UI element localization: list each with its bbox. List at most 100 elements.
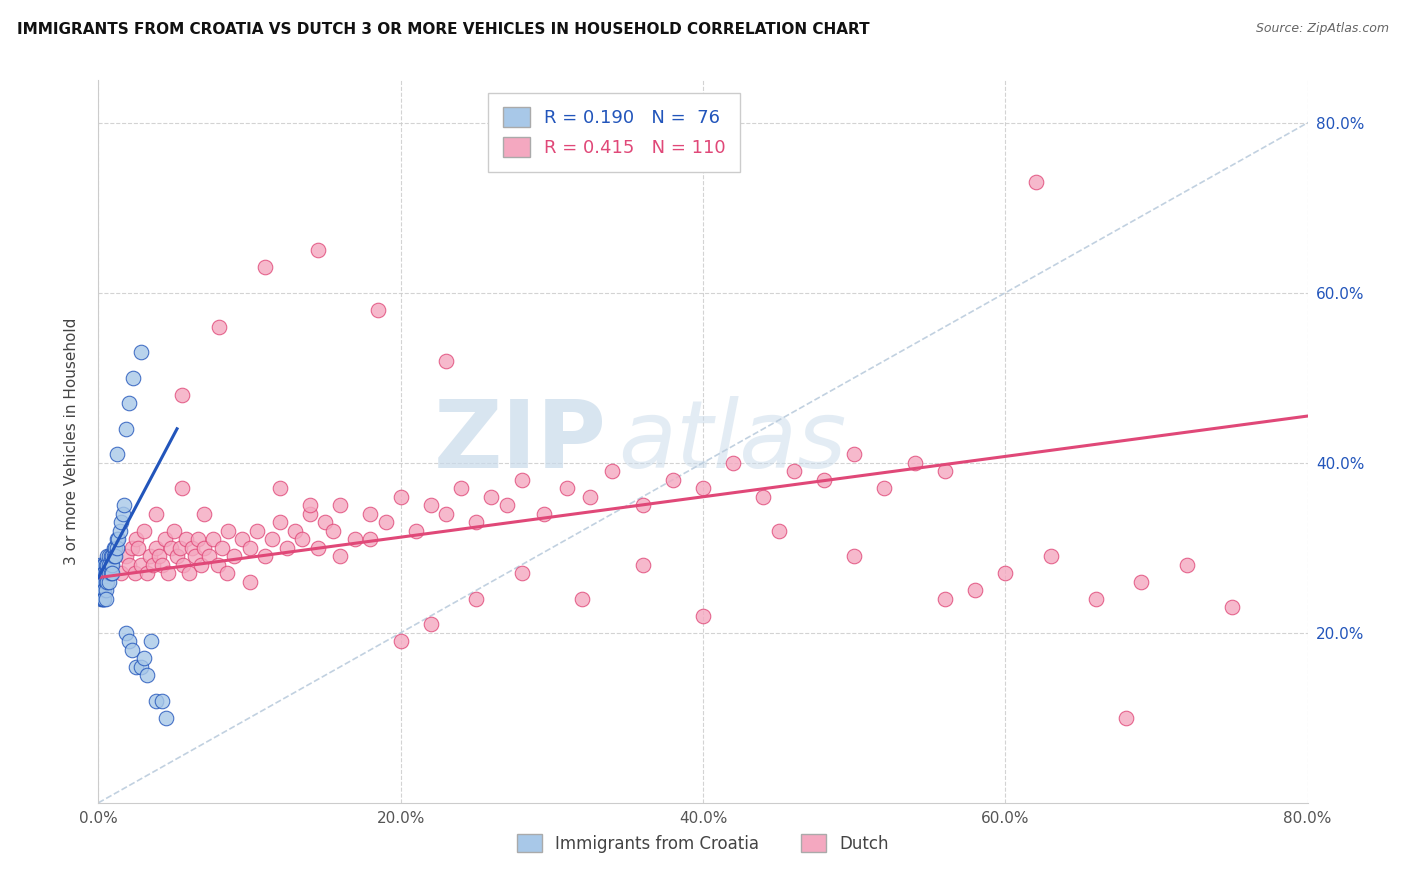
Point — [307, 541, 329, 555]
Point — [253, 549, 276, 564]
Point — [94, 583, 117, 598]
Point — [224, 549, 246, 564]
Point — [934, 464, 956, 478]
Point — [246, 524, 269, 538]
Point — [465, 591, 488, 606]
Point — [420, 498, 443, 512]
Point — [434, 353, 457, 368]
Point — [170, 481, 193, 495]
Point — [98, 558, 121, 572]
Point — [125, 533, 148, 547]
Point — [208, 319, 231, 334]
Point — [934, 591, 956, 606]
Point — [179, 566, 201, 581]
Point — [90, 566, 112, 581]
Point — [193, 507, 215, 521]
Point — [276, 541, 298, 555]
Point — [124, 566, 146, 581]
Point — [104, 549, 127, 564]
Point — [93, 566, 115, 581]
Point — [150, 558, 173, 572]
Point — [141, 634, 163, 648]
Point — [1130, 574, 1153, 589]
Text: IMMIGRANTS FROM CROATIA VS DUTCH 3 OR MORE VEHICLES IN HOUSEHOLD CORRELATION CHA: IMMIGRANTS FROM CROATIA VS DUTCH 3 OR MO… — [17, 22, 869, 37]
Point — [1024, 175, 1046, 189]
Point — [91, 558, 114, 572]
Legend: Immigrants from Croatia, Dutch: Immigrants from Croatia, Dutch — [510, 828, 896, 860]
Point — [98, 574, 121, 589]
Point — [125, 660, 148, 674]
Point — [112, 498, 135, 512]
Point — [291, 533, 314, 547]
Point — [253, 260, 276, 275]
Point — [96, 566, 118, 581]
Point — [389, 634, 412, 648]
Point — [145, 694, 167, 708]
Point — [533, 507, 555, 521]
Point — [329, 498, 352, 512]
Point — [145, 541, 167, 555]
Point — [374, 516, 396, 530]
Point — [90, 583, 112, 598]
Point — [101, 558, 124, 572]
Point — [90, 574, 112, 589]
Point — [160, 541, 183, 555]
Point — [90, 574, 112, 589]
Point — [510, 473, 533, 487]
Point — [148, 549, 170, 564]
Point — [93, 574, 115, 589]
Point — [89, 558, 111, 572]
Point — [129, 660, 152, 674]
Point — [389, 490, 412, 504]
Point — [217, 524, 239, 538]
Y-axis label: 3 or more Vehicles in Household: 3 or more Vehicles in Household — [65, 318, 79, 566]
Point — [631, 498, 654, 512]
Point — [1039, 549, 1062, 564]
Point — [101, 549, 124, 564]
Point — [269, 516, 291, 530]
Point — [322, 524, 344, 538]
Point — [127, 541, 149, 555]
Point — [93, 591, 115, 606]
Point — [129, 345, 152, 359]
Point — [94, 558, 117, 572]
Point — [118, 558, 141, 572]
Point — [100, 549, 122, 564]
Point — [197, 549, 219, 564]
Point — [94, 566, 117, 581]
Point — [1220, 600, 1243, 615]
Point — [94, 566, 117, 581]
Point — [89, 583, 111, 598]
Point — [170, 388, 193, 402]
Point — [108, 524, 131, 538]
Point — [114, 549, 136, 564]
Point — [91, 583, 114, 598]
Point — [155, 711, 177, 725]
Point — [193, 541, 215, 555]
Point — [110, 566, 132, 581]
Point — [367, 302, 389, 317]
Point — [156, 566, 179, 581]
Point — [904, 456, 927, 470]
Point — [139, 549, 162, 564]
Point — [93, 558, 115, 572]
Point — [661, 473, 683, 487]
Point — [121, 642, 143, 657]
Point — [107, 533, 129, 547]
Point — [132, 524, 155, 538]
Point — [450, 481, 472, 495]
Point — [166, 549, 188, 564]
Point — [94, 591, 117, 606]
Point — [114, 422, 136, 436]
Text: atlas: atlas — [619, 396, 846, 487]
Point — [101, 566, 124, 581]
Point — [90, 583, 112, 598]
Point — [1115, 711, 1137, 725]
Point — [121, 541, 143, 555]
Point — [631, 558, 654, 572]
Point — [122, 371, 145, 385]
Point — [434, 507, 457, 521]
Point — [90, 566, 112, 581]
Point — [118, 634, 141, 648]
Point — [299, 507, 322, 521]
